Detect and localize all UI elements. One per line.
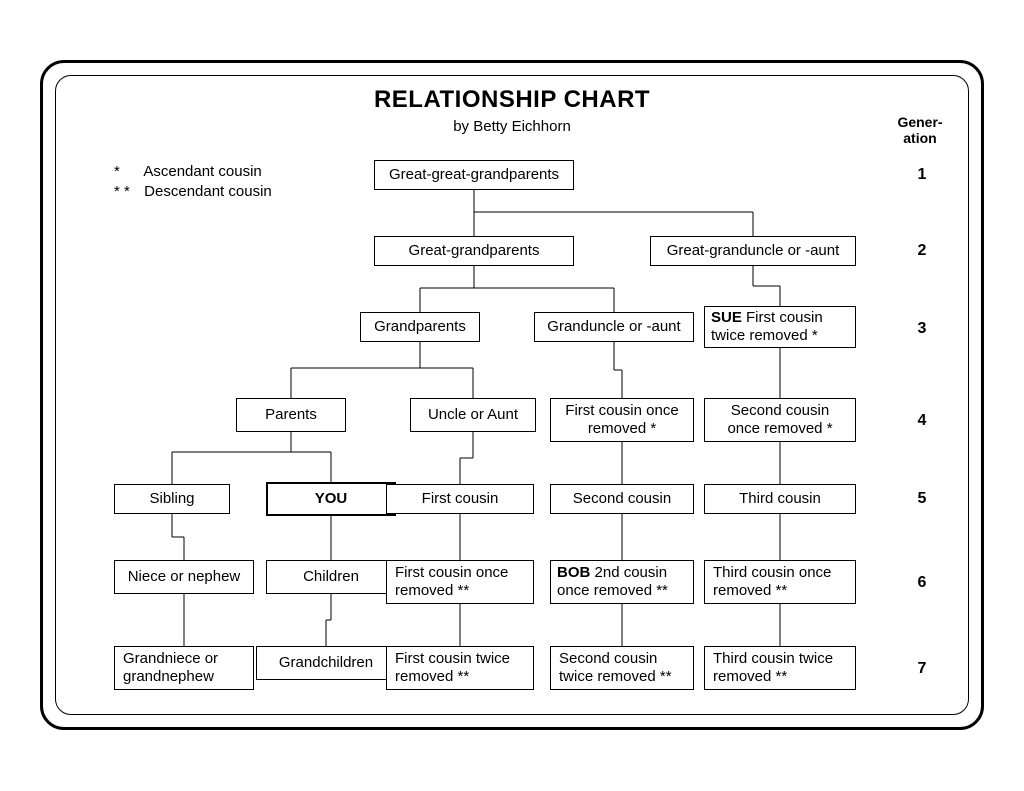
legend-descendant: * * Descendant cousin	[114, 182, 272, 202]
chart-area: RELATIONSHIP CHART by Betty Eichhorn Gen…	[40, 60, 984, 730]
legend-desc-marker: * *	[114, 182, 140, 202]
node-parents: Parents	[236, 398, 346, 432]
legend-ascendant: * Ascendant cousin	[114, 162, 272, 182]
node-niece: Niece or nephew	[114, 560, 254, 594]
chart-title: RELATIONSHIP CHART	[40, 86, 984, 114]
node-bob: BOB 2nd cousin once removed **	[550, 560, 694, 604]
node-gg: Great-grandparents	[374, 236, 574, 266]
chart-byline: by Betty Eichhorn	[40, 118, 984, 135]
node-sc: Second cousin	[550, 484, 694, 514]
node-sue: SUE First cousin twice removed *	[704, 306, 856, 348]
generation-number: 5	[910, 490, 934, 508]
node-tc2r_d: Third cousin twice removed **	[704, 646, 856, 690]
node-tc: Third cousin	[704, 484, 856, 514]
node-children: Children	[266, 560, 396, 594]
node-you: YOU	[266, 482, 396, 516]
legend-asc-marker: *	[114, 162, 140, 182]
node-fc1r_a: First cousin once removed *	[550, 398, 694, 442]
legend-asc-text: Ascendant cousin	[143, 163, 261, 180]
generation-number: 2	[910, 242, 934, 260]
node-sc1r_a: Second cousin once removed *	[704, 398, 856, 442]
legend-desc-text: Descendant cousin	[144, 183, 272, 200]
generation-header: Gener-ation	[890, 114, 950, 146]
node-fc: First cousin	[386, 484, 534, 514]
node-gchildren: Grandchildren	[256, 646, 396, 680]
generation-number: 1	[910, 166, 934, 184]
generation-number: 6	[910, 574, 934, 592]
legend: * Ascendant cousin * * Descendant cousin	[114, 162, 272, 203]
node-gp: Grandparents	[360, 312, 480, 342]
node-ua: Uncle or Aunt	[410, 398, 536, 432]
node-sibling: Sibling	[114, 484, 230, 514]
node-ggg: Great-great-grandparents	[374, 160, 574, 190]
generation-number: 4	[910, 412, 934, 430]
generation-number: 7	[910, 660, 934, 678]
node-fc1r_d: First cousin once removed **	[386, 560, 534, 604]
node-ggua: Great-granduncle or -aunt	[650, 236, 856, 266]
node-gniece: Grandniece or grandnephew	[114, 646, 254, 690]
node-sc2r_d: Second cousin twice removed **	[550, 646, 694, 690]
node-gua: Granduncle or -aunt	[534, 312, 694, 342]
node-fc2r_d: First cousin twice removed **	[386, 646, 534, 690]
node-tc1r_d: Third cousin once removed **	[704, 560, 856, 604]
generation-number: 3	[910, 320, 934, 338]
